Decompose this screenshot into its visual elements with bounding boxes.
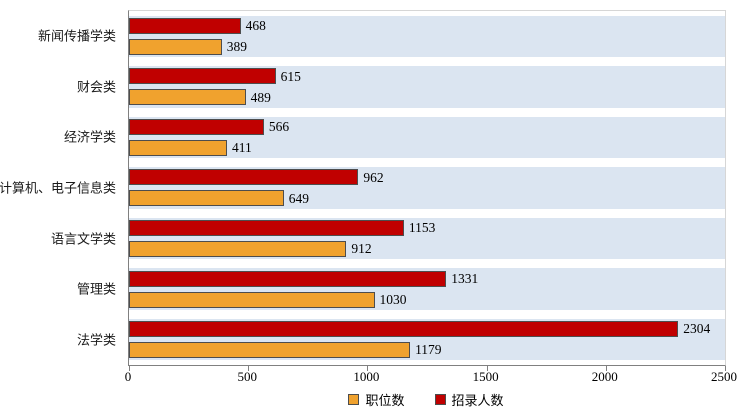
category-row: 962 649 xyxy=(129,163,725,214)
x-tick-mark xyxy=(367,366,369,371)
legend: 职位数 招录人数 xyxy=(128,390,724,409)
x-tick-label: 2500 xyxy=(711,369,737,384)
bar-series-1 xyxy=(129,169,359,186)
bar-line: 962 xyxy=(129,169,725,186)
x-axis: 0 500 1000 1500 2000 2500 xyxy=(124,369,737,385)
category-row: 566 411 xyxy=(129,112,725,163)
bar-series-0 xyxy=(129,342,411,359)
category-label: 法学类 xyxy=(76,332,116,348)
category-label: 经济学类 xyxy=(63,129,116,145)
category-band: 2304 1179 xyxy=(129,318,725,361)
bar-value-label: 649 xyxy=(288,190,309,206)
category-row: 1331 1030 xyxy=(129,264,725,315)
bar-line: 489 xyxy=(129,89,725,106)
legend-item-0: 职位数 xyxy=(348,390,405,409)
category-label: 管理类 xyxy=(76,281,116,297)
bar-value-label: 489 xyxy=(250,89,271,105)
bar-line: 566 xyxy=(129,118,725,135)
legend-label: 职位数 xyxy=(365,393,405,408)
bar-line: 389 xyxy=(129,38,725,55)
bar-value-label: 411 xyxy=(231,140,252,156)
category-band: 1153 912 xyxy=(129,217,725,260)
bar-series-1 xyxy=(129,321,679,338)
bar-line: 1331 xyxy=(129,270,725,287)
legend-item-1: 招录人数 xyxy=(434,390,504,409)
category-label: 新闻传播学类 xyxy=(37,28,116,44)
bar-line: 2304 xyxy=(129,321,725,338)
category-band: 1331 1030 xyxy=(129,268,725,310)
bar-value-label: 2304 xyxy=(683,321,711,337)
category-label: 语言文学类 xyxy=(50,231,116,247)
bar-series-0 xyxy=(129,190,284,207)
bar-line: 649 xyxy=(129,190,725,207)
bar-value-label: 912 xyxy=(351,241,372,257)
bar-series-0 xyxy=(129,241,347,258)
bar-series-0 xyxy=(129,89,246,106)
category-label: 计算机、电子信息类 xyxy=(0,180,116,196)
bar-line: 615 xyxy=(129,68,725,85)
bar-series-0 xyxy=(129,291,375,308)
category-label: 财会类 xyxy=(76,79,116,95)
x-tick-label: 1000 xyxy=(353,369,380,384)
bar-series-1 xyxy=(129,270,447,287)
bar-series-1 xyxy=(129,17,241,34)
bar-value-label: 1331 xyxy=(451,270,479,286)
bar-line: 411 xyxy=(129,139,725,156)
bar-series-1 xyxy=(129,68,276,85)
category-band: 566 411 xyxy=(129,116,725,159)
bar-value-label: 468 xyxy=(245,18,266,34)
plot-area: 468 389 615 489 566 411 962 649 1153 912 1331 1030 2… xyxy=(128,10,726,371)
x-tick-label: 0 xyxy=(124,369,132,384)
bar-series-1 xyxy=(129,118,264,135)
bar-value-label: 1179 xyxy=(415,342,442,358)
bar-line: 468 xyxy=(129,17,725,34)
bar-series-1 xyxy=(129,220,404,237)
category-row: 1153 912 xyxy=(129,213,725,264)
bar-value-label: 962 xyxy=(363,169,384,185)
category-row: 615 489 xyxy=(129,62,725,113)
category-band: 468 389 xyxy=(129,15,725,58)
x-tick-label: 500 xyxy=(237,369,257,384)
bar-value-label: 1153 xyxy=(408,220,436,236)
x-tick-mark xyxy=(725,366,726,371)
x-tick-mark xyxy=(605,366,607,371)
x-tick-mark xyxy=(486,366,488,371)
category-row: 2304 1179 xyxy=(129,314,725,365)
bar-line: 1030 xyxy=(129,291,725,308)
bar-series-0 xyxy=(129,38,222,55)
legend-swatch xyxy=(434,394,446,405)
x-tick-label: 2000 xyxy=(591,369,618,384)
x-tick-label: 1500 xyxy=(472,369,499,384)
x-tick-mark xyxy=(248,366,250,371)
bar-value-label: 389 xyxy=(226,39,247,55)
category-row: 468 389 xyxy=(129,11,725,62)
bar-series-0 xyxy=(129,139,227,156)
bar-line: 1179 xyxy=(129,342,725,359)
bar-line: 1153 xyxy=(129,220,725,237)
x-tick-mark xyxy=(129,366,130,371)
bar-value-label: 566 xyxy=(268,119,290,135)
bar-value-label: 1030 xyxy=(379,291,407,307)
bar-line: 912 xyxy=(129,241,725,258)
legend-swatch xyxy=(348,394,360,405)
legend-label: 招录人数 xyxy=(451,393,504,408)
category-band: 615 489 xyxy=(129,66,725,108)
y-axis-labels: 新闻传播学类财会类经济学类计算机、电子信息类语言文学类管理类法学类 xyxy=(0,10,120,364)
category-band: 962 649 xyxy=(129,167,725,209)
bar-value-label: 615 xyxy=(280,68,301,84)
